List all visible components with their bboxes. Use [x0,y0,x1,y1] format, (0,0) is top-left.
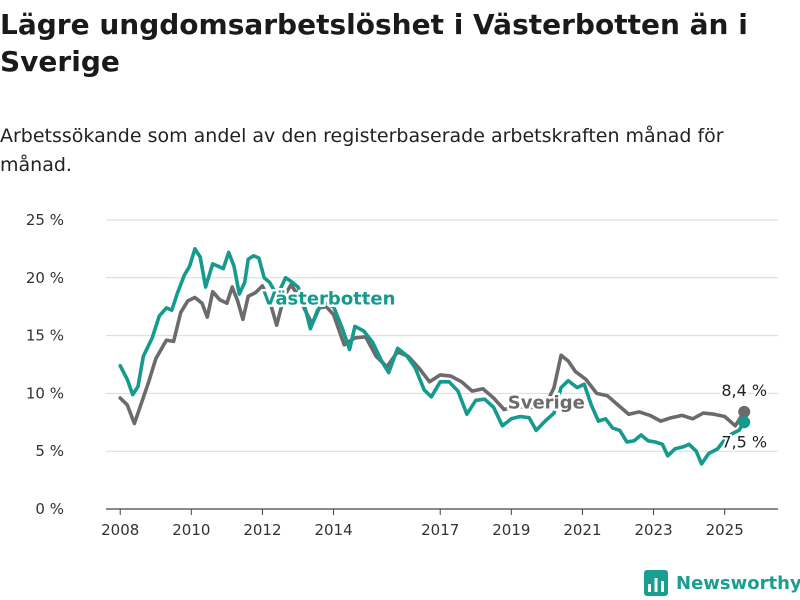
x-tick-label: 2023 [634,521,672,539]
series-line-sverige [118,282,746,428]
chart-subtitle: Arbetssökande som andel av den registerb… [0,125,724,176]
end-value-label: 7,5 % [721,432,767,451]
x-tick-label: 2017 [421,521,459,539]
series-label-sverige: Sverige [508,393,585,414]
end-point-vasterbotten [738,416,751,429]
y-tick-label: 10 % [26,384,64,402]
y-tick-label: 25 % [26,211,64,229]
series-lines [118,247,751,466]
y-axis-ticks: 0 % 5 % 10 % 15 % 20 % 25 % [26,211,64,518]
y-tick-label: 20 % [26,269,64,287]
x-tick-label: 2008 [101,521,139,539]
series-label-vasterbotten: Västerbotten [262,289,395,310]
x-tick-label: 2014 [314,521,352,539]
series-line-vasterbotten [118,247,746,466]
x-axis-ticks: 2008 2010 2012 2014 2017 2019 2021 2023 2025 [101,509,744,539]
brand-name: Newsworthy [676,572,800,594]
x-tick-label: 2010 [172,521,210,539]
y-tick-label: 5 % [35,442,64,460]
x-tick-label: 2021 [563,521,601,539]
chart-title: Lägre ungdomsarbetslöshet i Västerbotten… [0,8,748,78]
grid-lines [106,219,778,510]
x-tick-label: 2012 [243,521,281,539]
end-point-sverige [738,405,751,418]
line-chart: 0 %5 %10 %15 %20 %25 % 2008 2010 2012 2014 2… [26,211,778,539]
x-tick-label: 2019 [492,521,530,539]
x-tick-label: 2025 [706,521,744,539]
end-value-label: 8,4 % [721,381,767,400]
newsworthy-logo: Newsworthy [644,569,800,597]
series-labels: Västerbotten Sverige 8,4 % 7,5 % [260,286,769,453]
y-tick-label: 15 % [26,327,64,345]
y-tick-label: 0 % [35,500,64,518]
bar-chart-icon [644,570,668,596]
